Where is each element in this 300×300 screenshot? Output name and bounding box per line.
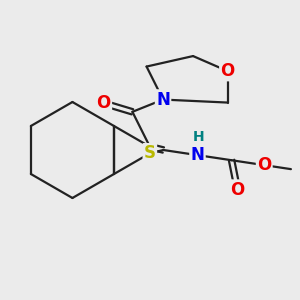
Text: O: O [257,156,271,174]
Text: H: H [193,130,205,144]
Text: O: O [97,94,111,112]
Text: O: O [220,62,235,80]
Text: N: N [156,91,170,109]
Text: O: O [230,181,244,199]
Text: N: N [190,146,204,164]
Text: S: S [144,144,156,162]
